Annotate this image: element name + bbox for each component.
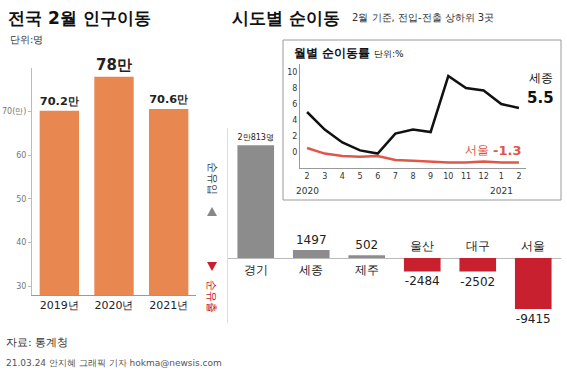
svg-text:2: 2 [516,172,521,181]
svg-text:5.5: 5.5 [527,89,554,107]
svg-text:2021: 2021 [490,186,513,196]
svg-text:월별 순이동률 단위:%: 월별 순이동률 단위:% [294,46,404,60]
svg-text:5: 5 [357,172,362,181]
svg-text:서울: 서울 [521,239,545,253]
svg-text:자료: 통계청: 자료: 통계청 [6,336,68,349]
svg-text:순유출: 순유출 [205,280,218,313]
svg-text:6: 6 [375,172,380,181]
svg-text:대구: 대구 [466,239,490,253]
svg-text:7: 7 [393,172,398,181]
svg-text:제주: 제주 [355,263,379,277]
svg-text:2만813명: 2만813명 [238,133,274,142]
svg-text:10: 10 [287,68,297,77]
svg-text:세종: 세종 [299,263,323,277]
svg-text:세종: 세종 [529,71,553,85]
svg-text:10: 10 [443,172,453,181]
svg-text:70.2만: 70.2만 [40,94,79,108]
svg-text:40: 40 [16,238,26,247]
svg-text:1: 1 [499,172,504,181]
svg-text:울산: 울산 [410,239,434,253]
svg-text:30: 30 [16,282,26,291]
svg-text:단위:명: 단위:명 [10,34,43,45]
svg-text:2월 기준, 전입-전출 상하위 3곳: 2월 기준, 전입-전출 상하위 3곳 [352,12,494,23]
svg-text:2: 2 [292,132,297,141]
svg-text:-2484: -2484 [405,274,440,288]
svg-text:70.6만: 70.6만 [149,92,188,106]
svg-text:1497: 1497 [296,233,327,247]
svg-text:60: 60 [16,151,26,160]
svg-text:0: 0 [292,148,297,157]
svg-text:2: 2 [305,172,310,181]
svg-text:4: 4 [340,172,345,181]
svg-text:경기: 경기 [244,263,268,277]
svg-text:78만: 78만 [96,56,132,74]
svg-text:-9415: -9415 [516,312,551,326]
svg-text:9: 9 [428,172,433,181]
svg-text:4: 4 [292,116,297,125]
svg-text:2019년: 2019년 [40,299,79,312]
svg-text:3: 3 [322,172,327,181]
svg-text:50: 50 [16,195,26,204]
svg-text:2020: 2020 [296,186,319,196]
svg-text:502: 502 [355,238,378,252]
svg-text:시도별 순이동: 시도별 순이동 [232,8,340,28]
svg-text:2020년: 2020년 [95,299,134,312]
svg-text:12: 12 [479,172,489,181]
svg-text:21.03.24 안지혜 그래픽 기자 hokma@news: 21.03.24 안지혜 그래픽 기자 hokma@newsis.com [6,358,222,368]
svg-text:전국 2월 인구이동: 전국 2월 인구이동 [8,8,151,28]
svg-text:6: 6 [292,100,297,109]
svg-text:8: 8 [410,172,415,181]
svg-text:서울: 서울 [465,143,489,157]
svg-text:순유입: 순유입 [206,162,219,195]
svg-text:70(만): 70(만) [2,107,26,116]
svg-text:2021년: 2021년 [149,299,188,312]
svg-text:11: 11 [461,172,471,181]
svg-text:-1.3: -1.3 [493,143,521,158]
svg-text:8: 8 [292,84,297,93]
svg-text:-2502: -2502 [460,275,495,289]
